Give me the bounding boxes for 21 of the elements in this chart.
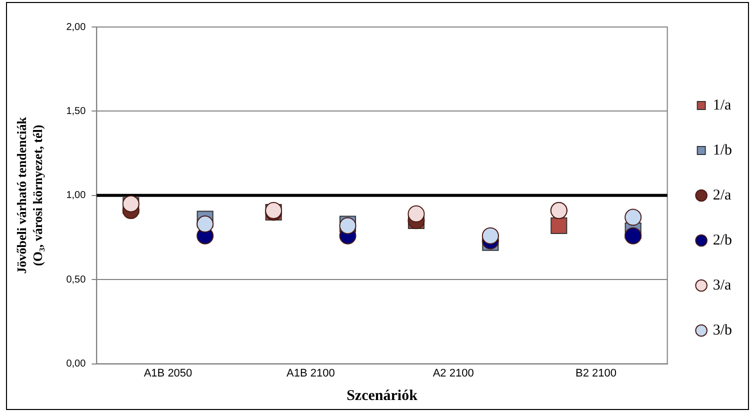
y-tick-label: 1,00 <box>66 190 86 202</box>
legend-label: 3/b <box>712 322 732 338</box>
legend-label: 2/b <box>712 232 732 248</box>
x-tick-label: A1B 2050 <box>144 367 192 380</box>
legend-label: 1/a <box>712 97 732 114</box>
x-tick-label: A1B 2100 <box>286 367 335 380</box>
legend-label: 3/a <box>712 277 732 294</box>
y-axis-title: Jövőbeli várható tendenciák (O₃, városi környezet, tél) <box>14 116 45 274</box>
x-tick-label: A2 2100 <box>432 367 474 380</box>
legend-label: 1/b <box>712 142 732 158</box>
y-tick-label: 0,00 <box>66 358 86 370</box>
legend-label: 2/a <box>712 187 732 204</box>
x-axis-title: Szcenáriók <box>346 388 418 404</box>
y-tick-label: 1,50 <box>66 106 86 117</box>
y-tick-label: 0,50 <box>66 274 86 286</box>
point <box>482 227 499 244</box>
point <box>624 227 642 244</box>
point <box>624 208 642 226</box>
x-tick-label: B2 2100 <box>576 367 616 380</box>
y-tick-label: 2,00 <box>66 22 86 33</box>
point <box>196 216 214 233</box>
